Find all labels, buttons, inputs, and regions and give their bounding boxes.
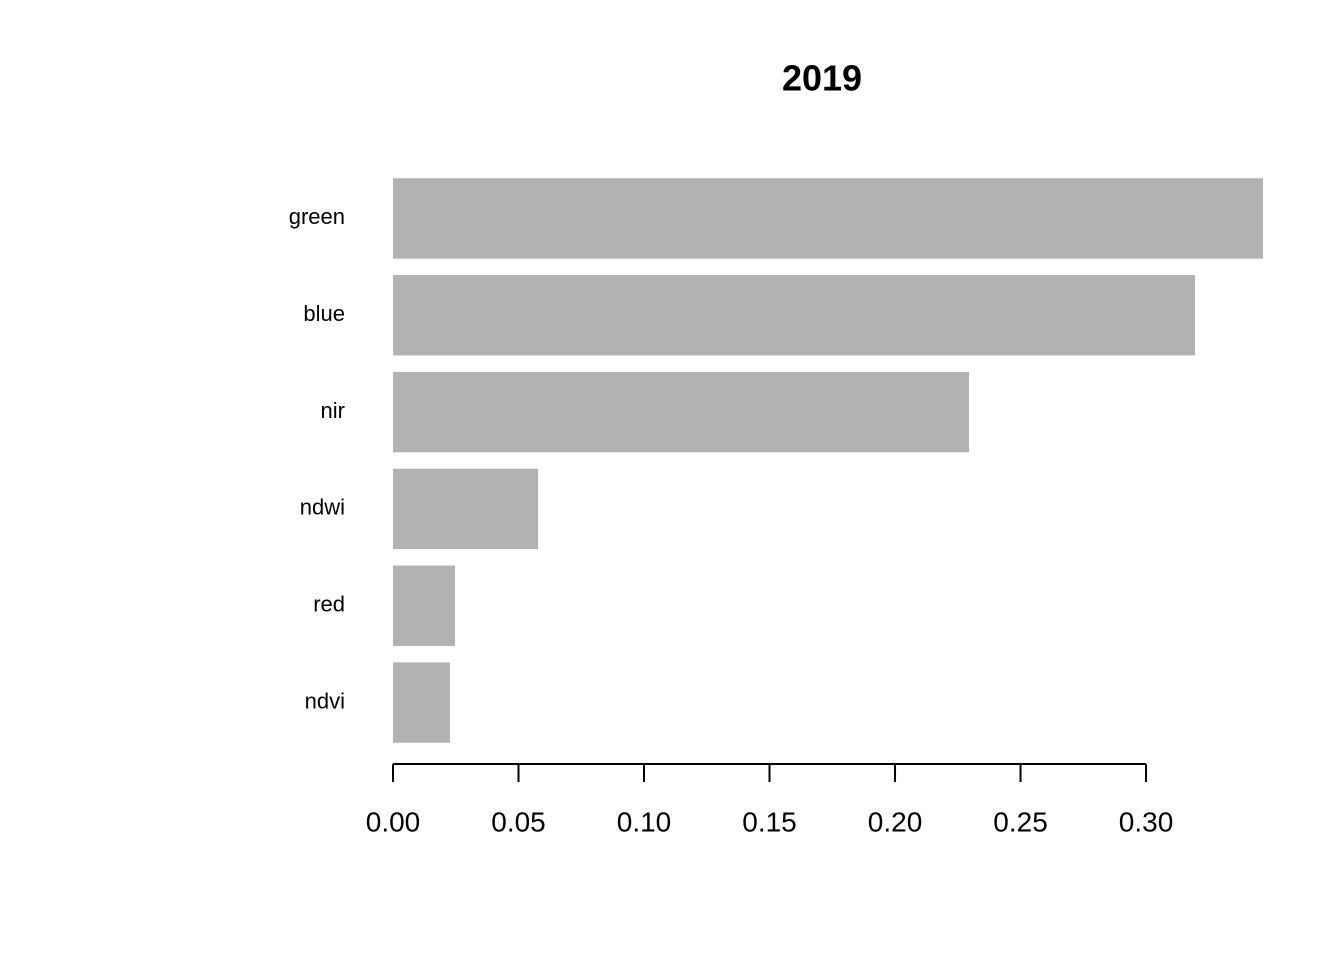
bar: [393, 275, 1195, 356]
bar: [393, 565, 455, 646]
y-tick-label: nir: [321, 398, 345, 423]
x-tick-label: 0.20: [868, 806, 923, 837]
chart-title: 2019: [782, 58, 862, 99]
y-tick-label: blue: [303, 301, 345, 326]
x-tick-label: 0.10: [617, 806, 672, 837]
x-tick-label: 0.05: [491, 806, 546, 837]
x-tick-label: 0.30: [1119, 806, 1174, 837]
x-tick-label: 0.00: [366, 806, 421, 837]
y-tick-label: ndwi: [300, 495, 345, 520]
bar: [393, 178, 1263, 259]
bar: [393, 468, 539, 550]
y-tick-label: green: [289, 204, 345, 229]
x-tick-label: 0.15: [742, 806, 797, 837]
x-tick-label: 0.25: [993, 806, 1048, 837]
bar: [393, 662, 450, 743]
bar: [393, 371, 970, 453]
y-tick-label: ndvi: [305, 688, 345, 713]
y-tick-label: red: [313, 592, 345, 617]
